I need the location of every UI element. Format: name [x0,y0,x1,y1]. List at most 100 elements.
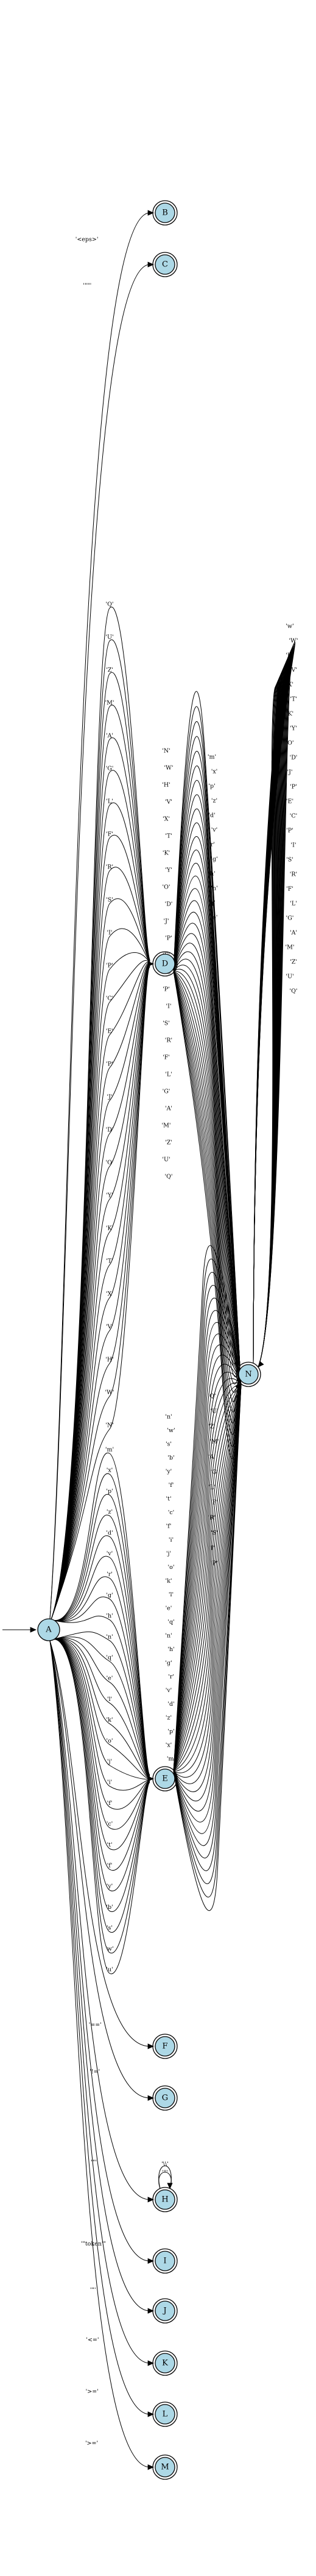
edge-n-self-label-4: 'X' [286,682,293,688]
node-a-label: A [45,1626,52,1635]
edge-d-n-33 [173,971,241,1413]
node-e-label: E [162,1774,168,1784]
edge-a-d-label-14: 'P' [106,1061,113,1068]
node-e: E [152,1766,178,1792]
edge-a-d-label-9: 'S' [106,897,113,904]
edge-a-d-8 [51,867,150,1620]
edge-a-j-arrow [147,2308,154,2314]
edge-a-d-label-21: 'X' [106,1291,113,1298]
edge-a-d-label-17: 'O' [105,1160,113,1166]
edge-d-n-label-7: 'Y' [165,867,172,874]
edge-e-n-label-23: 'p' [167,1728,174,1735]
edge-e-n-label-35: 'S' [211,1530,218,1537]
edge-a-g-label: '!=' [90,2069,100,2076]
edge-a-e-5 [52,1556,150,1777]
edge-d-n-label-37: 'e' [211,915,218,921]
edge-a-h [49,1640,150,2200]
edge-n-self-label-7: 'Y' [290,725,297,732]
edge-a-d-1 [51,639,150,1620]
edge-d-n-label-36: 'q' [208,900,215,907]
edge-a-e-label-18: 'c' [107,1821,113,1827]
edge-e-n-label-9: 'i' [169,1537,174,1543]
edge-n-self-label-15: 'I' [291,842,297,849]
edge-d-n-label-24: 'U' [162,1157,170,1163]
edge-e-n-36 [173,1383,242,1898]
edge-a-d-label-16: 'D' [106,1127,114,1134]
node-h-outer-ring [152,2187,178,2212]
edge-n-self-label-23: 'Z' [290,959,297,966]
node-n-label: N [245,1370,251,1379]
edge-e-n-8 [173,1344,242,1772]
edge-e-n-label-11: 'o' [168,1564,175,1571]
edge-a-e-label-23: 's' [107,1925,113,1931]
node-c-circle [155,254,175,275]
edge-e-n-24 [173,1383,242,1773]
edge-d-n-label-6: 'K' [163,850,170,857]
edge-a-e-label-20: 'f' [107,1863,113,1869]
edge-a-h-label: '"' [91,2159,97,2166]
edge-d-n-label-21: 'A' [165,1106,172,1112]
edge-a-e-label-24: 'w' [105,1945,113,1952]
edge-a-k-label: '<=' [86,2337,99,2344]
edge-e-n-label-20: 'v' [166,1688,172,1694]
edge-a-e-19 [52,1639,150,1851]
node-h-circle [155,2189,175,2210]
node-d-circle [155,954,175,974]
edge-a-e-label-17: 'f' [107,1800,113,1807]
edge-h-self-label-0: '"' [162,2170,168,2176]
node-e-outer-ring [152,1766,178,1792]
edge-e-n-label-5: 'f' [169,1482,174,1489]
edge-a-d-label-10: 'I' [107,930,113,937]
edge-e-n-4 [173,1298,242,1772]
edge-a-d-21 [51,966,150,1620]
edge-a-e-13 [52,1638,150,1779]
edge-d-n-label-35: 'n' [211,885,217,892]
node-f-label: F [162,2042,167,2051]
edge-a-d-4 [51,737,150,1620]
node-n-circle [238,1364,259,1385]
edge-n-self-label-3: 'V' [290,667,297,674]
edge-a-d-label-8: 'R' [106,864,113,871]
node-k-outer-ring [152,2350,178,2376]
edge-n-self-label-9: 'D' [290,755,298,761]
edge-a-d-18 [51,964,150,1620]
edge-a-f-label: '==' [89,2022,102,2029]
edge-a-e-label-10: 'q' [106,1655,113,1661]
node-e-circle [155,1768,175,1789]
edge-d-n-label-18: 'F' [163,1054,170,1061]
node-h: H [152,2187,178,2212]
edge-d-n-label-30: 'd' [208,812,215,819]
edge-d-n-23 [173,969,241,1366]
edge-a-d-label-6: 'L' [106,798,113,805]
edge-a-d-label-23: 'H' [105,1357,114,1363]
edge-e-n-label-28: 'Z' [208,1424,216,1430]
edge-e-n-12 [173,1378,242,1772]
edge-a-b-arrow [147,210,154,216]
edge-e-n-label-30: 'A' [208,1454,216,1461]
edge-d-n-7 [173,794,241,1366]
edge-e-n-0 [173,1245,242,1772]
edge-d-n-label-34: 'h' [208,871,215,878]
edge-e-n-27 [173,1383,242,1792]
edge-e-n-5 [173,1310,242,1772]
edge-a-d-17 [51,964,150,1620]
node-b-circle [155,203,175,223]
edge-a-d-9 [51,898,150,1620]
node-j-outer-ring [152,2298,178,2324]
edge-e-n-label-32: 'L' [208,1484,216,1491]
edge-a-e-17 [52,1639,150,1810]
edge-a-h-arrow [147,2197,154,2203]
edge-a-e-label-11: 'e' [107,1675,113,1682]
edge-d-n-label-16: 'S' [163,1020,170,1027]
edge-a-d-label-19: 'K' [106,1225,113,1232]
edge-a-e-15 [52,1638,150,1780]
edge-n-self-label-13: 'C' [290,813,298,820]
edge-a-d-label-22: 'V' [106,1324,113,1331]
node-f-circle [155,2036,175,2057]
edge-d-n-27 [173,971,241,1368]
edge-a-d-0 [51,606,150,1620]
edge-e-n-31 [173,1383,242,1834]
edge-e-n-label-12: 'k' [166,1578,172,1585]
edge-a-d-25 [51,967,150,1620]
edge-a-k [49,1640,150,2364]
